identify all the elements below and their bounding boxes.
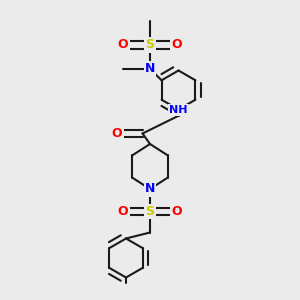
Text: S: S <box>146 205 154 218</box>
Text: O: O <box>172 205 182 218</box>
Text: NH: NH <box>169 105 188 115</box>
Text: S: S <box>146 38 154 52</box>
Text: O: O <box>118 205 128 218</box>
Text: N: N <box>145 62 155 76</box>
Text: O: O <box>112 127 122 140</box>
Text: O: O <box>118 38 128 52</box>
Text: O: O <box>172 38 182 52</box>
Text: N: N <box>145 182 155 196</box>
